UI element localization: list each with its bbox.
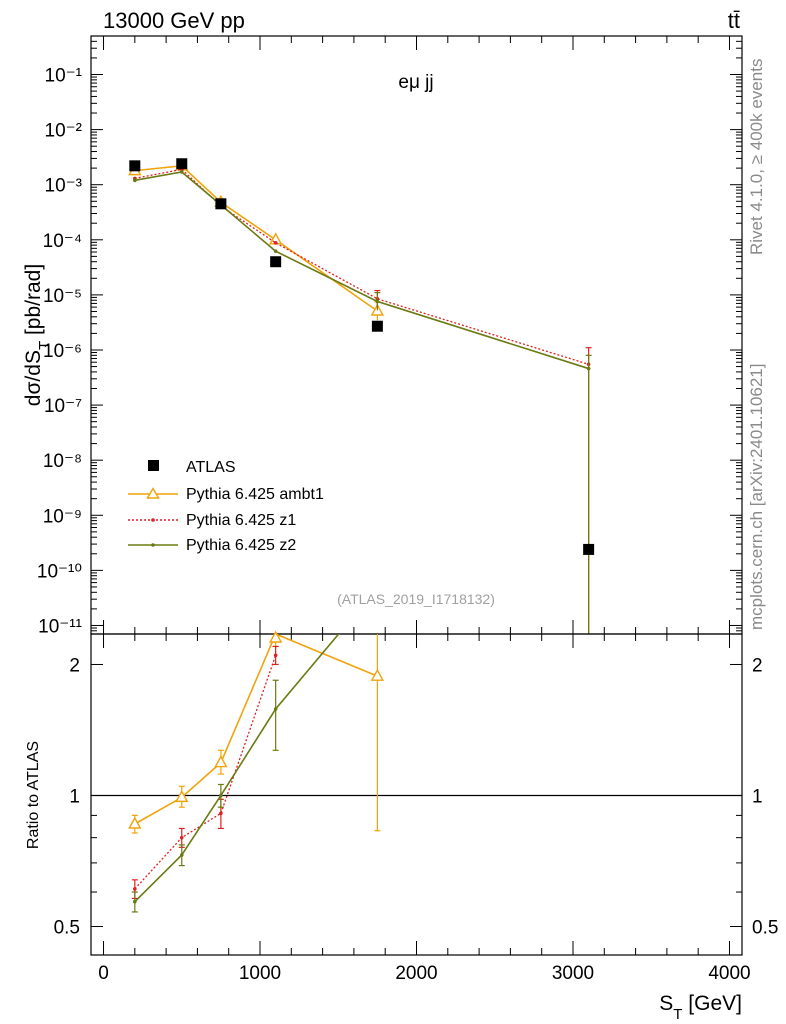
legend-label-ambt1: Pythia 6.425 ambt1	[186, 486, 324, 503]
ratio-ytick-label-right: 2	[752, 655, 763, 676]
xtick-label: 4000	[708, 963, 750, 984]
point-z2	[179, 170, 184, 174]
ratio-point-ambt1	[128, 816, 142, 829]
legend-label-z1: Pythia 6.425 z1	[186, 512, 296, 529]
xtick-label: 2000	[395, 963, 437, 984]
point-z2	[133, 178, 137, 183]
main-ytick-label: 10⁻⁵	[43, 286, 82, 307]
main-panel: 10⁻¹¹ 10⁻¹⁰ 10⁻⁹ 10⁻⁸ 10⁻⁷ 10⁻⁶ 10⁻⁵ 10⁻⁴ 10⁻³ 10…	[22, 35, 743, 637]
legend-marker-ambt1	[146, 487, 160, 499]
legend-entry-ambt1: Pythia 6.425 ambt1	[128, 486, 324, 503]
point-atlas	[270, 256, 282, 268]
legend-marker-z1	[151, 518, 155, 522]
ratio-point-ambt1	[175, 789, 189, 803]
main-ytick-label: 10⁻³	[45, 176, 83, 197]
ratio-line-z1	[134, 655, 277, 890]
main-ytick-label: 10⁻⁹	[43, 506, 82, 527]
ratio-ytick-label-left: 0.5	[54, 917, 80, 938]
main-ytick-label: 10⁻⁴	[43, 231, 82, 252]
main-ytick-label: 10⁻¹	[45, 66, 83, 87]
point-atlas	[215, 198, 227, 210]
main-ytick-label: 10⁻¹¹	[38, 616, 82, 637]
ratio-ytick-label-right: 0.5	[752, 917, 778, 938]
ratio-ytick-label-right: 1	[752, 786, 763, 807]
legend-entry-z1: Pythia 6.425 z1	[128, 512, 296, 529]
ratio-point-ambt1	[268, 630, 283, 643]
panel-title: eμ jj	[398, 72, 433, 93]
header-left: 13000 GeV pp	[103, 8, 245, 33]
point-atlas	[176, 158, 188, 170]
ratio-point-z2	[219, 793, 223, 798]
ratio-ytick-label-left: 2	[69, 655, 80, 676]
legend-entry-z2: Pythia 6.425 z2	[128, 537, 296, 554]
header-right: tt̄	[728, 8, 740, 33]
point-z2	[586, 366, 591, 371]
ratio-point-z2	[179, 853, 184, 857]
ratio-panel-frame	[90, 633, 743, 956]
legend-marker-atlas	[148, 460, 159, 471]
main-ytick-label: 10⁻²	[45, 121, 83, 142]
ratio-point-z2	[133, 899, 137, 904]
analysis-watermark: (ATLAS_2019_I1718132)	[337, 591, 495, 607]
ratio-y-axis-label: Ratio to ATLAS	[25, 741, 42, 849]
xtick-label: 0	[98, 963, 109, 984]
point-atlas	[583, 543, 595, 555]
xtick-label: 3000	[552, 963, 594, 984]
x-axis-label: ST [GeV]	[659, 992, 742, 1023]
main-ytick-label: 10⁻⁶	[43, 341, 82, 362]
xtick-label: 1000	[239, 963, 281, 984]
ratio-point-z1	[273, 653, 278, 658]
point-z1	[273, 241, 278, 245]
mcplots-source-label: mcplots.cern.ch [arXiv:2401.10621]	[747, 364, 766, 630]
series-line-z2	[134, 171, 589, 370]
ratio-point-ambt1	[214, 755, 228, 768]
ratio-point-z1	[133, 887, 137, 891]
legend-label-atlas: ATLAS	[186, 459, 236, 476]
series-line-z1	[134, 168, 589, 365]
main-ytick-label: 10⁻⁷	[44, 396, 82, 417]
point-z2	[273, 249, 278, 254]
ratio-point-ambt1	[370, 668, 385, 681]
series-line-ambt1	[134, 165, 378, 312]
ratio-line-z2	[134, 634, 340, 903]
rivet-version-label: Rivet 4.1.0, ≥ 400k events	[747, 59, 766, 255]
ratio-ytick-label-left: 1	[69, 786, 80, 807]
legend-entry-atlas: ATLAS	[148, 459, 236, 476]
legend-label-z2: Pythia 6.425 z2	[186, 537, 296, 554]
ratio-panel: 0 1000 2000 3000 4000 0.5 0.5 1 1 2 2 Ratio to ATL…	[25, 630, 778, 1023]
legend: ATLAS Pythia 6.425 ambt1 Pythia 6.425 z1…	[128, 459, 324, 554]
point-z2	[375, 299, 380, 304]
legend-marker-z2	[151, 543, 155, 547]
point-atlas	[129, 160, 141, 172]
ratio-point-z1	[219, 811, 223, 816]
point-atlas	[371, 320, 383, 332]
main-ytick-label: 10⁻⁸	[43, 451, 82, 472]
ratio-point-z1	[179, 835, 184, 840]
ratio-point-z2	[273, 707, 278, 711]
main-ytick-label: 10⁻¹⁰	[37, 561, 82, 582]
